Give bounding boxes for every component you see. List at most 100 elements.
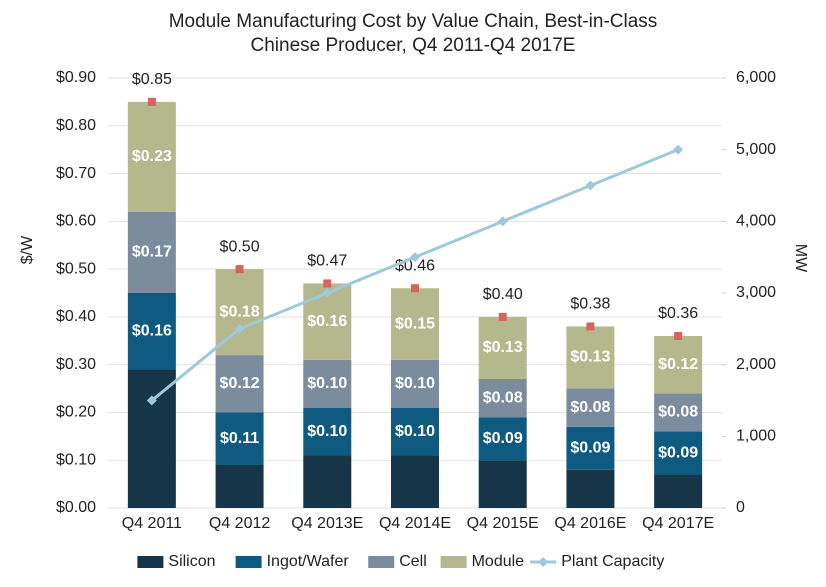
bar-segment [391,288,439,360]
total-marker [411,284,419,293]
data-label: $0.16 [307,313,347,330]
bar-segment [654,474,703,508]
bar-segment [478,417,527,461]
data-label: $0.13 [483,339,523,356]
total-marker [147,97,156,106]
total-marker [586,322,595,331]
y-tick-label: $0.30 [56,356,96,373]
x-tick-label: Q4 2016E [554,515,626,532]
data-label: $0.09 [570,439,610,456]
y2-tick-label: 3,000 [736,284,776,301]
line-marker [585,180,596,191]
y-tick-label: $0.60 [56,213,96,230]
data-label: $0.10 [307,375,347,392]
data-label: $0.23 [132,148,172,165]
bar-segment [303,455,352,508]
total-marker [674,332,683,340]
line-marker [673,144,684,155]
data-label: $0.08 [483,389,523,406]
bar-segment [478,316,527,379]
legend-label: Cell [399,553,427,570]
total-label: $0.38 [570,296,610,313]
y2-tick-label: 1,000 [736,428,776,445]
line-marker [410,252,420,263]
y2-tick-label: 5,000 [736,141,776,158]
bar-segment [303,407,352,456]
legend-swatch [440,556,467,568]
chart-title: Chinese Producer, Q4 2011-Q4 2017E [251,35,576,56]
total-marker [235,265,244,274]
line-marker [322,288,333,298]
legend-label: Plant Capacity [561,553,664,570]
y-tick-label: $0.00 [56,499,96,516]
legend-label: Module [472,553,525,570]
bar-segment [215,465,264,508]
legend-swatch [538,557,549,567]
data-label: $0.15 [395,315,435,332]
bar-segment [391,407,439,456]
data-label: $0.12 [658,356,698,373]
x-tick-label: Q4 2011 [122,515,182,532]
total-marker [498,312,507,321]
bar-segment [478,379,527,418]
data-label: $0.08 [658,404,698,421]
data-label: $0.11 [220,430,259,447]
y-axis-label: $/W [19,235,36,264]
data-label: $0.16 [132,322,172,339]
bar-segment [566,326,615,389]
y-tick-label: $0.90 [56,69,96,86]
y-tick-label: $0.50 [56,260,96,277]
bar-segment [566,469,615,508]
y2-axis-label: MW [792,244,809,273]
legend-label: Ingot/Wafer [267,553,350,570]
legend-swatch [368,556,395,568]
bar-segment [215,355,264,413]
bar-segment [215,412,264,465]
data-label: $0.17 [132,244,172,261]
y-tick-label: $0.40 [56,308,96,325]
data-label: $0.09 [483,430,523,447]
data-label: $0.10 [307,423,347,440]
x-tick-label: Q4 2014E [379,515,451,532]
bar-segment [127,101,176,212]
bar-segment [566,426,615,470]
y-tick-label: $0.80 [56,117,96,134]
data-label: $0.09 [658,444,698,461]
total-label: $0.85 [132,71,172,88]
line-marker [234,323,245,334]
y2-tick-label: 0 [736,499,745,516]
bar-segment [127,211,176,293]
data-label: $0.13 [570,349,610,366]
bar-segment [391,359,439,408]
bar-segment [391,455,439,508]
y2-tick-label: 2,000 [736,356,776,373]
total-label: $0.36 [658,305,698,322]
total-label: $0.47 [307,253,347,270]
bar-segment [566,388,615,427]
total-label: $0.40 [483,286,523,303]
y2-tick-label: 6,000 [736,69,776,86]
data-label: $0.10 [395,423,435,440]
legend-swatch [235,556,262,568]
total-label: $0.50 [220,238,260,255]
chart-title: Module Manufacturing Cost by Value Chain… [169,11,658,32]
legend-label: Silicon [168,553,215,570]
x-tick-label: Q4 2013E [291,515,363,532]
y-tick-label: $0.70 [56,165,96,182]
bar-segment [127,369,176,508]
data-label: $0.08 [570,399,610,416]
bar-segment [654,431,703,475]
x-tick-label: Q4 2015E [467,515,539,532]
legend-swatch [137,556,164,568]
data-label: $0.10 [395,375,435,392]
data-label: $0.18 [220,303,260,320]
y2-tick-label: 4,000 [736,213,776,230]
total-marker [323,279,332,288]
x-tick-label: Q4 2012 [209,515,270,532]
bar-segment [127,293,176,370]
x-tick-label: Q4 2017E [642,515,714,532]
y-tick-label: $0.10 [56,451,96,468]
bar-segment [478,460,527,508]
